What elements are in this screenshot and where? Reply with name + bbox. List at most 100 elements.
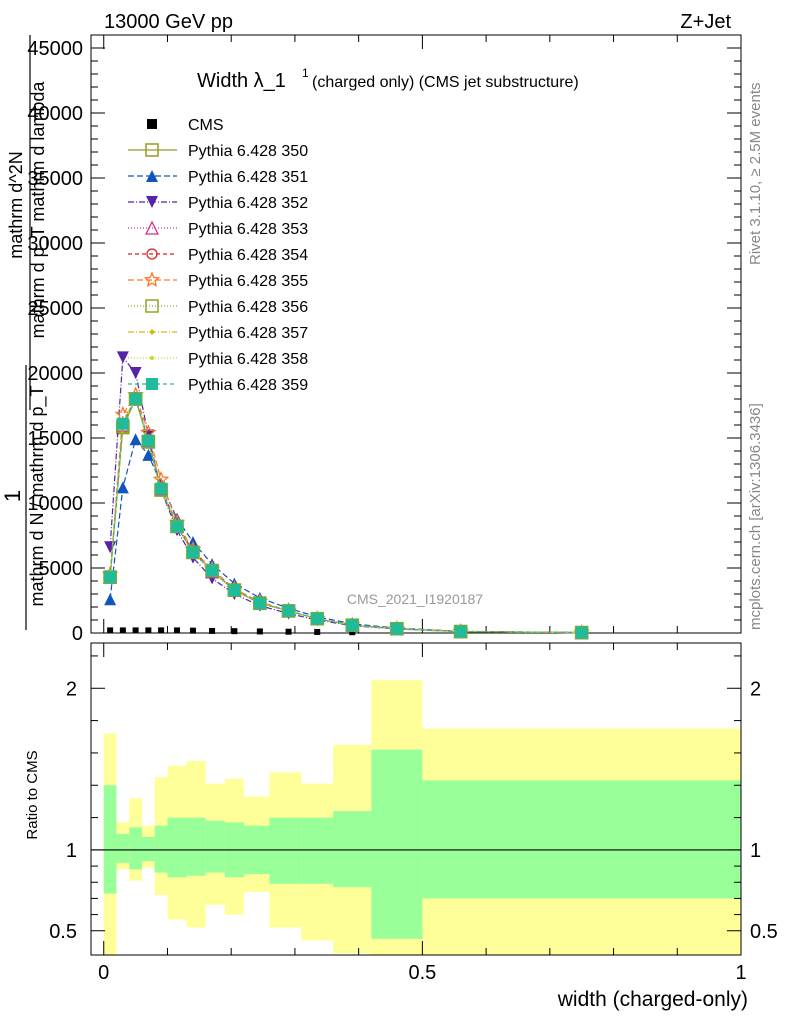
main-series [101, 351, 590, 640]
series-point [228, 584, 241, 597]
legend-marker [145, 299, 159, 313]
legend-entry: Pythia 6.428 354 [128, 247, 308, 264]
main-axes: 0 5000 10000 15000 20000 25000 30000 35000 40000… [27, 35, 742, 645]
series-point [155, 482, 168, 495]
legend-entry: Pythia 6.428 353 [128, 220, 308, 238]
main-ytick-label: 10000 [27, 493, 83, 515]
series-point [253, 597, 266, 610]
ratio-band-inner [129, 827, 142, 870]
ratio-band-inner [301, 817, 334, 884]
cms-data-point [189, 627, 196, 634]
ratio-band-inner [116, 833, 130, 863]
ratio-axes: 0.5 0.51 12 20 0.5 1 [49, 643, 778, 984]
cms-data-point [209, 627, 216, 634]
ratio-band-inner [269, 817, 302, 884]
series-point [104, 593, 117, 606]
main-ytick-label: 5000 [39, 558, 84, 580]
legend-label: Pythia 6.428 354 [188, 247, 308, 264]
main-ylabel: 1 mathrm d N / mathrm d p_T mathrm d^2N … [0, 35, 49, 630]
ratio-band-inner [167, 817, 187, 878]
ratio-band-inner [186, 817, 206, 876]
main-ytick-label: 35000 [27, 168, 83, 190]
legend-label: Pythia 6.428 355 [188, 273, 308, 290]
series-point [116, 351, 129, 364]
legend-marker [149, 329, 155, 335]
series-point [390, 622, 403, 635]
main-ytick-label: 25000 [27, 298, 83, 320]
main-ytick-label: 40000 [27, 103, 83, 125]
ratio-ytick-label-right: 0.5 [750, 921, 778, 943]
legend-marker [150, 356, 154, 360]
legend-label: Pythia 6.428 352 [188, 195, 308, 212]
legend-entry: Pythia 6.428 352 [128, 195, 308, 212]
series-point [129, 367, 142, 379]
ratio-ytick-label-right: 1 [750, 840, 761, 862]
ratio-ytick-label: 0.5 [49, 921, 77, 943]
ratio-xtick-label: 0.5 [408, 962, 436, 984]
series-point [346, 619, 359, 632]
cms-data-point [314, 628, 321, 635]
ratio-panel-frame [90, 642, 742, 956]
ratio-band-inner [205, 820, 225, 873]
main-ylabel-line-4: mathrm d p_T mathrm d lambda [28, 81, 49, 339]
series-line [109, 397, 582, 634]
series-point [171, 520, 184, 533]
ratio-band-inner [333, 811, 372, 888]
ratio-ytick-label: 2 [66, 678, 77, 700]
legend-label: Pythia 6.428 356 [188, 299, 308, 316]
title-main: Width λ_1 [197, 70, 286, 92]
legend-entry: Pythia 6.428 356 [128, 299, 308, 316]
ratio-xtick-label: 0 [98, 962, 109, 984]
rivet-label: Rivet 3.1.10, ≥ 2.5M events [747, 83, 764, 266]
ratio-band-inner [103, 785, 117, 894]
series-point [454, 625, 467, 638]
series-point [116, 481, 129, 494]
series-point [129, 393, 142, 405]
series-point [575, 626, 588, 639]
legend-marker [146, 378, 158, 390]
cms-data-point [256, 628, 263, 635]
ratio-band-inner [371, 749, 423, 939]
cms-data-point [119, 627, 126, 634]
series-point [282, 604, 295, 617]
cms-data-point [107, 627, 114, 634]
ratio-ytick-label: 1 [66, 840, 77, 862]
title-rest: (charged only) (CMS jet substructure) [312, 74, 579, 91]
main-ytick-label: 20000 [27, 363, 83, 385]
legend-label: Pythia 6.428 351 [188, 169, 308, 186]
plot-title: Width λ_1 1 (charged only) (CMS jet subs… [197, 66, 579, 92]
legend-marker [146, 248, 158, 260]
main-ytick-label: 0 [72, 623, 83, 645]
legend-label: Pythia 6.428 359 [188, 377, 308, 394]
header-energy: 13000 GeV pp [104, 11, 233, 33]
ratio-ytick-label-right: 2 [750, 678, 761, 700]
watermark: CMS_2021_I1920187 [347, 591, 483, 607]
cms-data-point [145, 627, 152, 634]
legend-entry: Pythia 6.428 350 [128, 143, 308, 160]
ratio-xtick-label: 1 [735, 962, 746, 984]
legend-entry: CMS [147, 117, 224, 134]
legend-entry: Pythia 6.428 357 [128, 325, 308, 342]
cms-data-point [285, 628, 292, 635]
series-10 [104, 393, 588, 639]
series-point [129, 433, 142, 446]
legend-label: CMS [188, 117, 224, 134]
series-point [142, 434, 155, 447]
legend-entry: Pythia 6.428 351 [128, 169, 308, 186]
header-process: Z+Jet [680, 11, 731, 33]
main-ylabel-line-3: mathrm d^2N [6, 151, 26, 258]
series-point [104, 571, 117, 584]
series-point [142, 448, 155, 461]
series-point [104, 541, 117, 554]
ratio-ylabel: Ratio to CMS [24, 750, 41, 839]
main-ytick-label: 30000 [27, 233, 83, 255]
series-point [186, 546, 199, 559]
legend-marker [146, 196, 158, 208]
legend-marker [145, 143, 159, 157]
ratio-band-inner [154, 825, 168, 873]
main-ytick-label: 45000 [27, 38, 83, 60]
cms-data-point [132, 627, 139, 634]
ratio-bands [91, 680, 741, 955]
series-2 [104, 433, 588, 639]
cms-data-point [158, 627, 165, 634]
